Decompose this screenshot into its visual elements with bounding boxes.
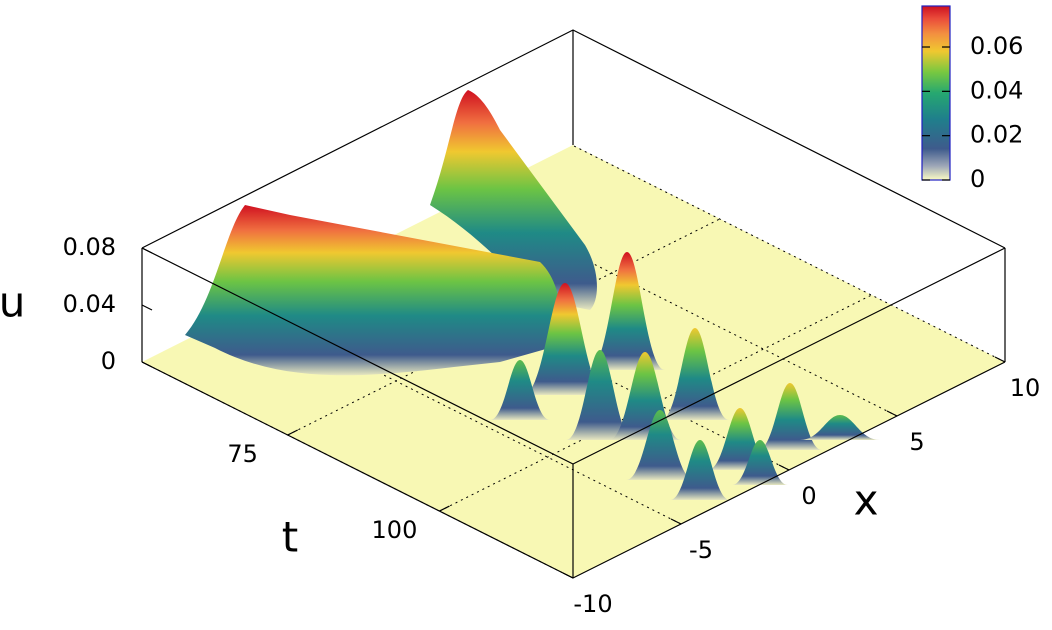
tick-mark [670,518,682,525]
x-tick-label: 5 [909,428,924,456]
z-axis-label: u [0,278,25,327]
colorbar-tick-label: 0.04 [970,76,1023,104]
surface-peak [732,440,788,485]
colorbar-tick-label: 0 [970,165,985,193]
ridge [430,90,597,310]
x-tick-label: -10 [573,590,612,618]
surface-peak [800,415,880,440]
z-tick-label: 0.08 [63,233,116,261]
y-tick-label: 100 [372,516,418,544]
surface-peak [661,328,729,420]
x-tick-label: -5 [689,536,713,564]
tick-mark [141,304,153,311]
x-tick-label: 0 [801,482,816,510]
z-tick-label: 0.04 [63,290,116,318]
surface-peak [566,350,634,440]
tick-mark [287,429,298,436]
grid-line [465,199,898,417]
tick-mark [994,356,1006,363]
grid-line [573,145,1006,363]
surface-peak [523,283,607,395]
tick-mark [439,505,450,512]
grid-line [249,307,682,525]
z-tick-label: 0 [101,347,116,375]
y-tick-label: 75 [227,440,258,468]
tick-mark [778,464,790,471]
colorbar [921,5,951,181]
surface-peak [758,383,822,450]
tick-mark [886,410,898,417]
x-tick-label: 10 [1010,374,1041,402]
tick-mark [141,247,153,254]
ridge [185,205,562,376]
tick-mark [141,361,153,368]
y-axis-label: t [282,513,298,562]
colorbar-tick-label: 0.06 [970,32,1023,60]
surface-peak [490,360,550,420]
surface-peak [670,440,730,500]
tick-mark [562,572,574,579]
surface-peak [589,252,665,370]
surface-peak [626,410,694,480]
colorbar-tick-label: 0.02 [970,121,1023,149]
surface [185,90,880,500]
x-axis-label: x [854,476,879,525]
